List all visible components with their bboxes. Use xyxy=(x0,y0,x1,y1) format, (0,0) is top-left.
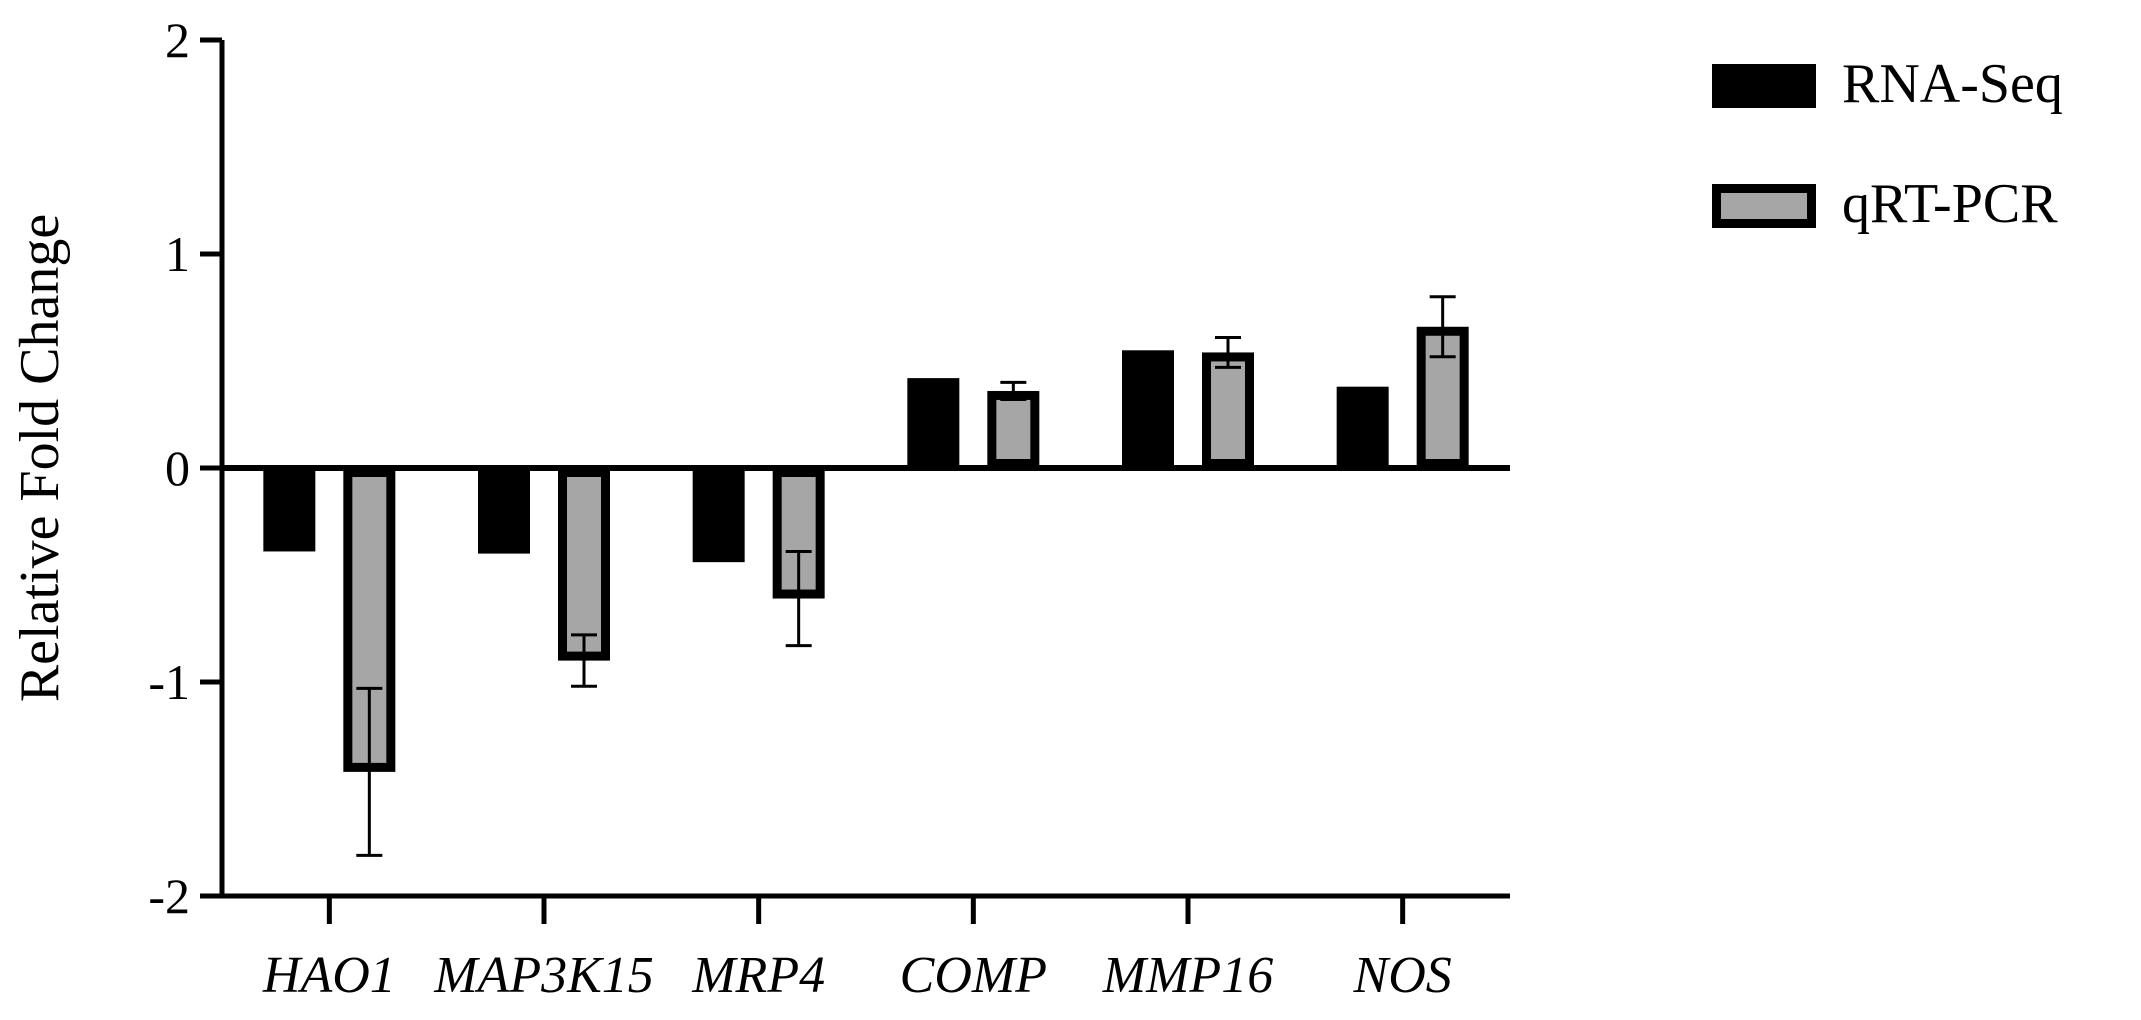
y-axis: -2 -1 0 1 2 xyxy=(148,12,225,924)
x-axis: HAO1 MAP3K15 MRP4 COMP MMP16 NOS xyxy=(222,465,1510,1004)
bar-rna-seq xyxy=(907,378,960,468)
bar-qrt-pcr xyxy=(987,390,1040,468)
bar-rna-seq xyxy=(263,468,316,552)
x-tick-label: MRP4 xyxy=(691,947,825,1004)
legend-swatch-rna-seq xyxy=(1712,64,1816,108)
legend-label-qrt-pcr: qRT-PCR xyxy=(1842,173,2058,235)
bars xyxy=(263,295,1469,857)
bar-rna-seq xyxy=(1122,350,1174,468)
x-tick-label: MAP3K15 xyxy=(433,947,654,1004)
x-tick-label: MMP16 xyxy=(1102,947,1273,1004)
y-tick-label: 0 xyxy=(165,440,190,496)
bar-qrt-pcr xyxy=(558,468,610,661)
y-tick-label: -2 xyxy=(148,868,190,924)
x-tick-label: COMP xyxy=(900,947,1047,1004)
x-tick-label: NOS xyxy=(1353,947,1452,1004)
y-tick-label: 1 xyxy=(165,226,190,282)
bar-qrt-pcr xyxy=(1202,352,1254,468)
x-tick-label: HAO1 xyxy=(262,947,396,1004)
bar-rna-seq xyxy=(692,468,745,563)
bar-rna-seq xyxy=(1336,386,1389,468)
legend-label-rna-seq: RNA-Seq xyxy=(1842,53,2063,115)
legend: RNA-Seq qRT-PCR xyxy=(1712,53,2063,235)
y-tick-label: -1 xyxy=(148,654,190,710)
legend-swatch-qrt-pcr xyxy=(1712,184,1816,228)
bar-rna-seq xyxy=(478,468,530,554)
y-tick-label: 2 xyxy=(165,12,190,68)
y-axis-title: Relative Fold Change xyxy=(9,214,71,702)
